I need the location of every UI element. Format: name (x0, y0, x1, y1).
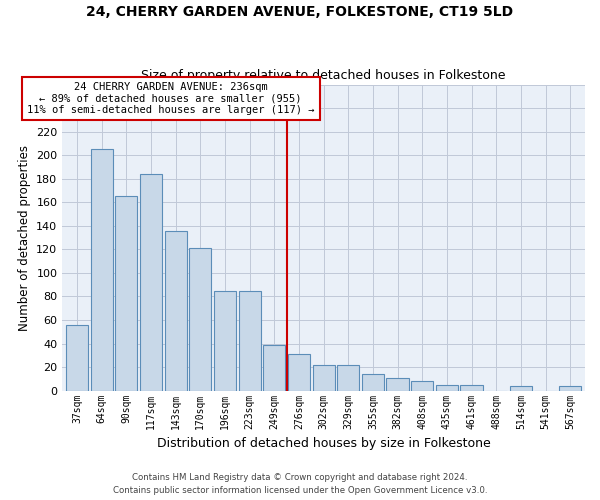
Bar (510, 386, 532, 390)
Title: Size of property relative to detached houses in Folkestone: Size of property relative to detached ho… (142, 69, 506, 82)
Bar (66, 324, 88, 390)
Bar (386, 378, 409, 390)
X-axis label: Distribution of detached houses by size in Folkestone: Distribution of detached houses by size … (157, 437, 490, 450)
Bar (115, 196, 137, 390)
Bar (263, 344, 286, 391)
Bar (164, 230, 187, 390)
Text: 24 CHERRY GARDEN AVENUE: 236sqm
← 89% of detached houses are smaller (955)
11% o: 24 CHERRY GARDEN AVENUE: 236sqm ← 89% of… (27, 82, 314, 116)
Bar (288, 354, 310, 391)
Bar (411, 381, 433, 390)
Text: Contains HM Land Registry data © Crown copyright and database right 2024.
Contai: Contains HM Land Registry data © Crown c… (113, 474, 487, 495)
Text: 24, CHERRY GARDEN AVENUE, FOLKESTONE, CT19 5LD: 24, CHERRY GARDEN AVENUE, FOLKESTONE, CT… (86, 5, 514, 19)
Bar (239, 290, 261, 390)
Y-axis label: Number of detached properties: Number of detached properties (17, 144, 31, 330)
Bar (337, 364, 359, 390)
Bar (313, 364, 335, 390)
Bar (189, 248, 211, 390)
Bar (436, 385, 458, 390)
Bar (91, 150, 113, 390)
Bar (559, 386, 581, 390)
Bar (214, 290, 236, 390)
Bar (140, 174, 162, 390)
Bar (362, 374, 384, 390)
Bar (460, 385, 482, 390)
